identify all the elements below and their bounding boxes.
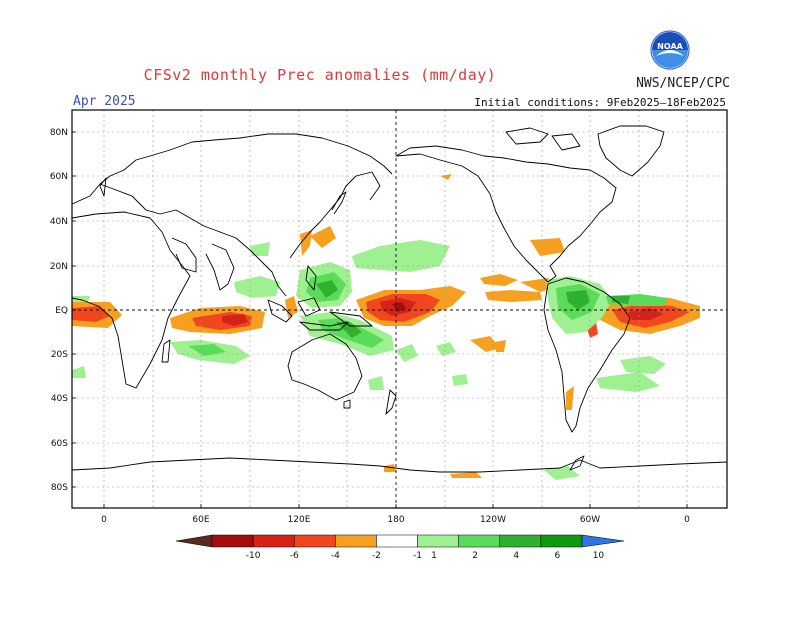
- lat-label: 40S: [51, 394, 68, 404]
- tick-marks: [72, 131, 688, 508]
- map-frame: [71, 109, 728, 509]
- forecast-month: Apr 2025: [73, 94, 136, 109]
- colorbar-arrow-low: [175, 534, 213, 548]
- lat-label: 60S: [51, 439, 68, 449]
- colorbar-swatch: [458, 534, 501, 548]
- longitude-labels: 0 60E 120E 180 120W 60W 0: [101, 515, 690, 525]
- lat-label: 40N: [50, 217, 68, 227]
- colorbar-swatch: [376, 534, 418, 548]
- lon-label: 0: [684, 515, 690, 525]
- colorbar-arrow-high: [581, 534, 625, 548]
- noaa-logo-text: NOAA: [657, 42, 683, 51]
- colorbar-swatch: [293, 534, 336, 548]
- noaa-logo: NOAA: [650, 30, 690, 70]
- initial-conditions: Initial conditions: 9Feb2025–18Feb2025: [474, 96, 726, 109]
- lon-label: 180: [387, 515, 404, 525]
- colorbar-label: 1: [431, 551, 437, 561]
- colorbar-swatch: [417, 534, 459, 548]
- colorbar-label: -4: [331, 551, 340, 561]
- colorbar-label: -2: [372, 551, 381, 561]
- lat-label: 80N: [50, 128, 68, 138]
- graticule: [72, 110, 727, 508]
- lat-label: 20S: [51, 350, 68, 360]
- colorbar-label: 10: [593, 551, 605, 561]
- lat-label: 60N: [50, 172, 68, 182]
- colorbar: -10 -6 -4 -2 -1 1 2 4 6 10: [175, 534, 625, 561]
- colorbar-swatch: [252, 534, 295, 548]
- chart-title: CFSv2 monthly Prec anomalies (mm/day): [143, 66, 497, 84]
- lat-label: EQ: [55, 306, 68, 316]
- colorbar-label: -10: [246, 551, 261, 561]
- agency-label: NWS/NCEP/CPC: [636, 76, 730, 91]
- colorbar-swatch: [335, 534, 377, 548]
- colorbar-label: -6: [290, 551, 299, 561]
- colorbar-swatch: [540, 534, 583, 548]
- anomaly-shading: [72, 174, 700, 480]
- colorbar-label: 2: [472, 551, 478, 561]
- dry-anomalies: [72, 174, 700, 478]
- colorbar-swatch: [211, 534, 254, 548]
- lat-label: 80S: [51, 483, 68, 493]
- lat-label: 20N: [50, 262, 68, 272]
- colorbar-label: 4: [513, 551, 519, 561]
- latitude-labels: 80N 60N 40N 20N EQ 20S 40S 60S 80S: [50, 128, 68, 493]
- colorbar-label: -1: [413, 551, 422, 561]
- lon-label: 60W: [580, 515, 600, 525]
- colorbar-label: 6: [554, 551, 560, 561]
- lon-label: 60E: [192, 515, 209, 525]
- lon-label: 120E: [288, 515, 311, 525]
- lon-label: 120W: [480, 515, 506, 525]
- lon-label: 0: [101, 515, 107, 525]
- wet-anomalies: [72, 240, 668, 480]
- coastlines: [71, 125, 728, 473]
- colorbar-swatch: [499, 534, 542, 548]
- equator-dateline: [72, 110, 727, 508]
